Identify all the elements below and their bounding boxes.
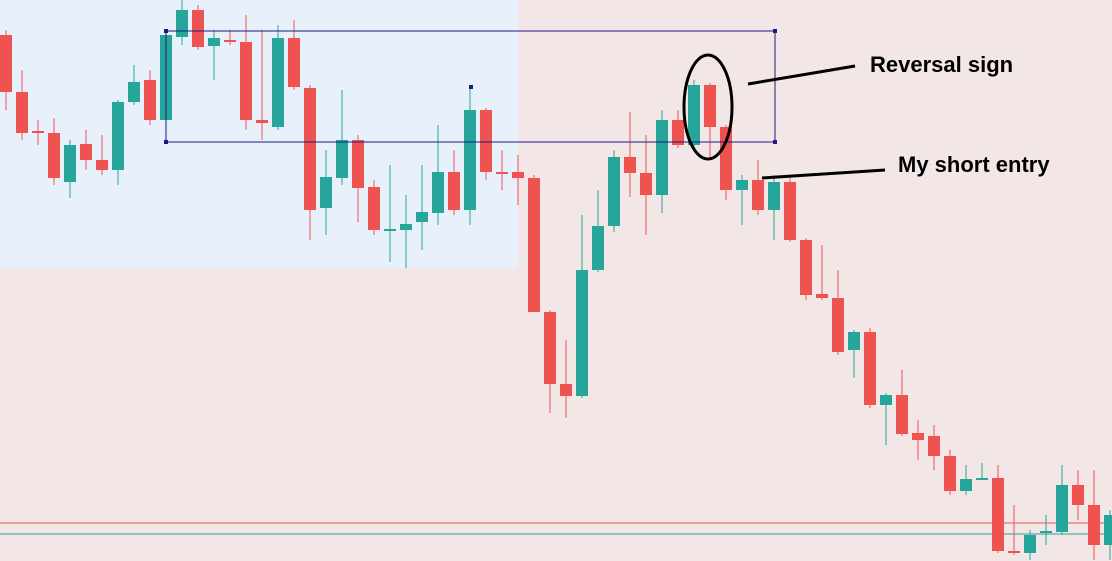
pointer-line — [747, 64, 856, 86]
candle-body — [784, 182, 796, 240]
candle-body — [880, 395, 892, 405]
candle-body — [384, 229, 396, 231]
candle-body — [656, 120, 668, 195]
handle — [164, 29, 168, 33]
box — [165, 30, 776, 143]
candle-body — [272, 38, 284, 127]
candle-body — [192, 10, 204, 47]
candle-body — [992, 478, 1004, 551]
candle-body — [80, 144, 92, 160]
candle-body — [1056, 485, 1068, 532]
candle-body — [368, 187, 380, 230]
candle-body — [720, 127, 732, 190]
handle — [773, 29, 777, 33]
candle-body — [960, 479, 972, 491]
candle-body — [304, 88, 316, 210]
levels — [0, 522, 1112, 535]
candle-body — [224, 40, 236, 42]
candle-body — [544, 312, 556, 384]
candle-body — [752, 180, 764, 210]
candle-body — [240, 42, 252, 120]
candle-body — [16, 92, 28, 133]
candle-body — [96, 160, 108, 170]
candle-body — [144, 80, 156, 120]
highlight-zone — [0, 0, 518, 268]
range-box — [164, 29, 777, 144]
candle-body — [1104, 515, 1112, 545]
candle-body — [64, 145, 76, 182]
candle-body — [0, 35, 12, 92]
candle-body — [400, 224, 412, 230]
candle-body — [48, 133, 60, 178]
candle-body — [624, 157, 636, 173]
candle-body — [1040, 531, 1052, 533]
candle-body — [320, 177, 332, 208]
candle-body — [464, 110, 476, 210]
candle-body — [608, 157, 620, 226]
candle-body — [448, 172, 460, 210]
candle-body — [112, 102, 124, 170]
candle-body — [736, 180, 748, 190]
candle-body — [896, 395, 908, 434]
annotation: My short entry — [898, 152, 1050, 177]
handle — [469, 85, 473, 89]
candle-body — [912, 433, 924, 440]
annotation: Reversal sign — [870, 52, 1013, 77]
candle-body — [800, 240, 812, 295]
candle-body — [576, 270, 588, 396]
candle-body — [336, 140, 348, 178]
candle-body — [432, 172, 444, 213]
candle-body — [288, 38, 300, 87]
pointer-line — [761, 168, 886, 180]
candle-body — [704, 85, 716, 127]
candle-body — [832, 298, 844, 352]
candle-body — [672, 120, 684, 145]
candle-body — [480, 110, 492, 172]
candle-body — [512, 172, 524, 178]
candle-body — [560, 384, 572, 396]
candle-body — [128, 82, 140, 102]
candle-body — [928, 436, 940, 456]
candle-body — [32, 131, 44, 133]
candle-body — [1072, 485, 1084, 505]
candle-body — [528, 178, 540, 312]
candle-body — [208, 38, 220, 46]
candle-body — [816, 294, 828, 298]
candle-body — [176, 10, 188, 37]
candle-body — [768, 182, 780, 210]
candle-body — [256, 120, 268, 123]
handle — [773, 140, 777, 144]
candle-body — [688, 85, 700, 145]
candle-body — [1088, 505, 1100, 545]
candle-body — [864, 332, 876, 405]
candle-body — [592, 226, 604, 270]
candle-body — [352, 140, 364, 188]
candle-body — [944, 456, 956, 491]
circle-marker — [682, 53, 734, 161]
handle — [164, 140, 168, 144]
candle-body — [496, 172, 508, 174]
candle-body — [416, 212, 428, 222]
candle-body — [848, 332, 860, 350]
candle-body — [1008, 551, 1020, 553]
candle-body — [1024, 535, 1036, 553]
candle-body — [640, 173, 652, 195]
candle-body — [976, 478, 988, 480]
